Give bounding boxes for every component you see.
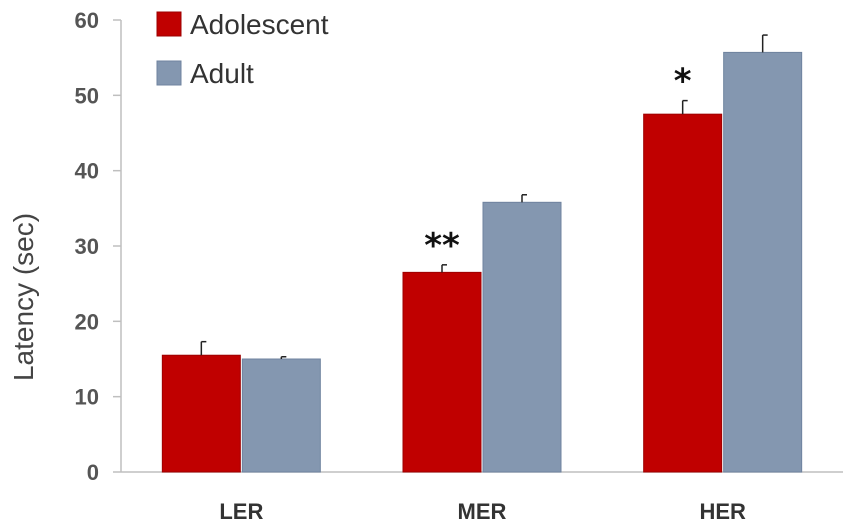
x-tick-label-ler: LER: [219, 499, 263, 524]
x-tick-label-her: HER: [699, 499, 746, 524]
y-tick-label: 40: [75, 159, 99, 184]
legend-swatch-adolescent: [156, 11, 182, 37]
y-tick-label: 50: [75, 83, 99, 108]
y-axis-ticks: 0 10 20 30 40 50 60: [75, 8, 121, 485]
y-tick-label: 0: [87, 460, 99, 485]
legend-label-adult: Adult: [190, 58, 254, 89]
legend-swatch-adult: [156, 60, 182, 86]
significance-annotations: ***: [424, 62, 692, 266]
bar-adult-ler: [241, 358, 321, 473]
legend-label-adolescent: Adolescent: [190, 9, 329, 40]
bar-adult-her: [723, 51, 803, 473]
legend: Adolescent Adult: [156, 9, 329, 89]
bars-group: [161, 34, 803, 473]
bar-adolescent-mer: [402, 271, 482, 473]
x-axis-labels: LER MER HER: [219, 499, 746, 524]
bar-adolescent-her: [643, 113, 723, 473]
bar-adolescent-ler: [161, 354, 241, 473]
significance-marker-mer: **: [424, 226, 460, 266]
y-tick-label: 20: [75, 309, 99, 334]
bar-adult-mer: [482, 201, 562, 473]
y-axis-label: Latency (sec): [8, 213, 39, 381]
significance-marker-her: *: [674, 62, 692, 102]
x-tick-label-mer: MER: [458, 499, 507, 524]
y-tick-label: 10: [75, 385, 99, 410]
y-tick-label: 60: [75, 8, 99, 33]
y-tick-label: 30: [75, 234, 99, 259]
